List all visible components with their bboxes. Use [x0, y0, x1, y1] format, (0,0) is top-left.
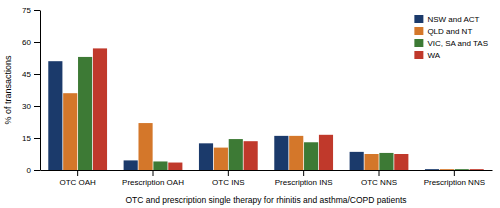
y-tick-label: 15 [22, 134, 31, 143]
y-axis: 0 15 30 45 60 75 [22, 6, 40, 175]
y-tick-label: 60 [22, 38, 31, 47]
bar-series [78, 57, 469, 170]
y-tick-label: 45 [22, 70, 31, 79]
x-tick: OTC OAH [59, 170, 96, 187]
bar [425, 169, 439, 170]
legend-label: NSW and ACT [427, 15, 479, 24]
y-tick: 15 [22, 134, 40, 143]
bar [78, 57, 92, 170]
x-tick: OTC NNS [361, 170, 397, 187]
legend-background [410, 10, 492, 64]
x-axis: OTC OAH Prescription OAH OTC INS Prescripti… [41, 170, 493, 187]
legend-item: QLD and NT [414, 27, 472, 36]
bars [48, 48, 483, 170]
x-axis-title: OTC and prescription single therapy for … [125, 195, 406, 205]
bar [440, 169, 454, 170]
y-tick: 30 [22, 102, 40, 111]
y-tick-mark [34, 10, 40, 11]
bar [168, 163, 182, 170]
x-axis-line [41, 170, 493, 171]
legend-item: WA [414, 51, 440, 60]
x-tick: Prescription NNS [424, 170, 485, 187]
y-tick-mark [34, 170, 40, 171]
y-tick-mark [34, 74, 40, 75]
legend-label: VIC, SA and TAS [427, 39, 488, 48]
y-axis-title: % of transactions [3, 55, 13, 125]
bar [93, 48, 107, 170]
bar [470, 169, 484, 170]
bar [304, 142, 318, 170]
bar [379, 153, 393, 170]
chart: OTC OAH Prescription OAH OTC INS Prescripti… [0, 0, 500, 208]
y-tick: 75 [22, 6, 40, 15]
legend-swatch [414, 39, 423, 47]
bar [289, 136, 303, 170]
legend-label: WA [427, 51, 440, 60]
y-tick-label: 30 [22, 102, 31, 111]
bar [364, 154, 378, 170]
y-tick: 60 [22, 38, 40, 47]
legend-swatch [414, 51, 423, 59]
y-tick: 45 [22, 70, 40, 79]
bar [319, 135, 333, 170]
bar [153, 161, 167, 170]
bar-series [63, 93, 454, 170]
x-tick-mark [77, 170, 78, 176]
bar [455, 169, 469, 170]
x-tick-mark [379, 170, 380, 176]
bar [214, 148, 228, 170]
legend-label: QLD and NT [427, 27, 472, 36]
bar [138, 123, 152, 170]
x-tick-mark [153, 170, 154, 176]
legend-swatch [414, 27, 423, 35]
bar [63, 93, 77, 170]
x-tick-label: Prescription OAH [122, 178, 184, 187]
bar [350, 152, 364, 170]
legend-item: NSW and ACT [414, 15, 479, 24]
bar [394, 154, 408, 170]
x-tick: Prescription OAH [122, 170, 184, 187]
y-tick-label: 0 [27, 166, 32, 175]
x-tick: OTC INS [212, 170, 244, 187]
y-tick-mark [34, 138, 40, 139]
legend: NSW and ACT QLD and NT VIC, SA and TAS WA [410, 10, 492, 64]
bar [48, 61, 62, 170]
legend-swatch [414, 15, 423, 23]
bar [244, 141, 258, 170]
y-tick-label: 75 [22, 6, 31, 15]
y-tick: 0 [27, 166, 40, 175]
x-tick-mark [303, 170, 304, 176]
bar [124, 160, 138, 170]
x-tick-mark [454, 170, 455, 176]
legend-item: VIC, SA and TAS [414, 39, 488, 48]
y-tick-mark [34, 42, 40, 43]
x-tick-label: OTC OAH [59, 178, 96, 187]
x-tick: Prescription INS [275, 170, 333, 187]
plot: OTC OAH Prescription OAH OTC INS Prescripti… [22, 6, 492, 187]
y-axis-line [40, 11, 41, 171]
bar-series [93, 48, 484, 170]
bar [229, 139, 243, 170]
x-tick-label: Prescription NNS [424, 178, 485, 187]
x-tick-label: OTC NNS [361, 178, 397, 187]
x-tick-label: OTC INS [212, 178, 244, 187]
bar [274, 136, 288, 170]
bar [199, 143, 213, 170]
x-tick-mark [228, 170, 229, 176]
y-tick-mark [34, 106, 40, 107]
x-tick-label: Prescription INS [275, 178, 333, 187]
